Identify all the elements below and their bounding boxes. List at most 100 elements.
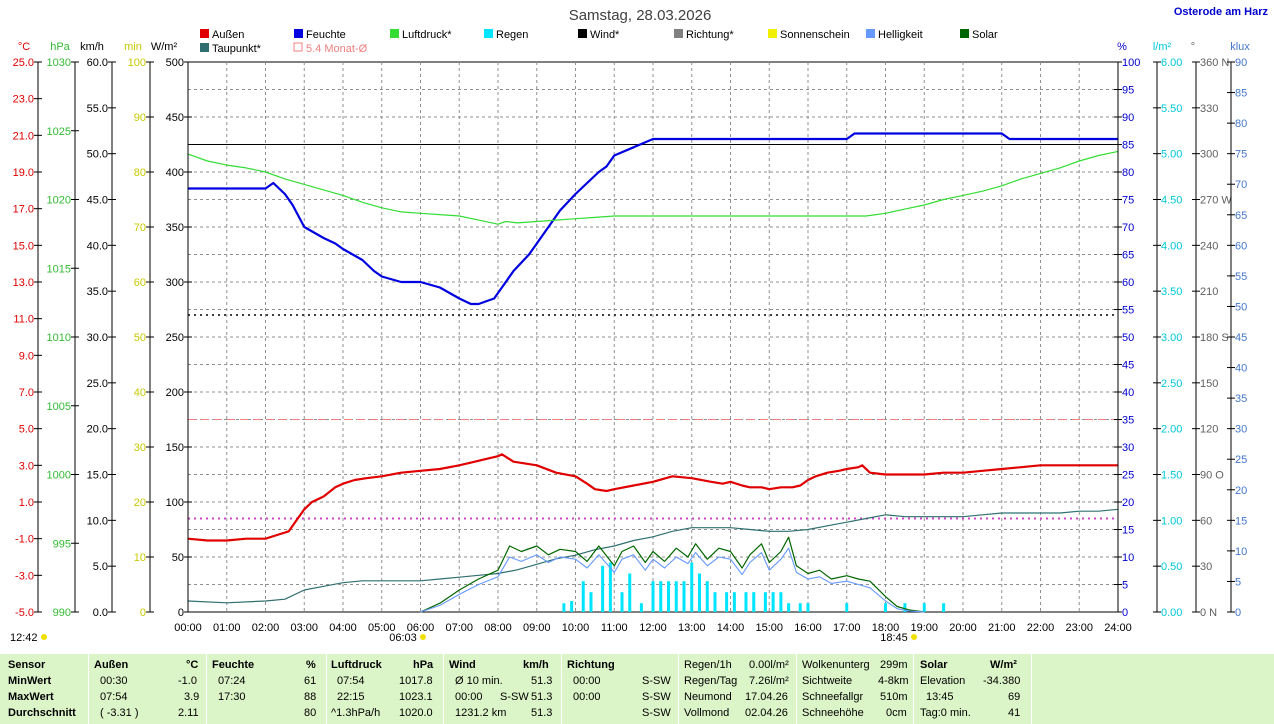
legend-swatch [674, 29, 683, 38]
row-header-max: MaxWert [8, 691, 54, 703]
rain-bar [732, 592, 736, 612]
rain-bar [845, 603, 849, 612]
axis-solar-label: 250 [166, 332, 184, 344]
legend-swatch [578, 29, 587, 38]
axis-hum-label: 45 [1122, 360, 1134, 372]
rain-bar [589, 592, 593, 612]
legend-label: Feuchte [306, 29, 346, 41]
axis-lux-label: 15 [1235, 515, 1247, 527]
location-label: Osterode am Harz [1174, 6, 1269, 18]
axis-temp-label: 1.0 [19, 497, 34, 509]
axis-temp-label: 15.0 [13, 240, 34, 252]
sunrise-label: 06:03 [389, 632, 417, 644]
unit-press: hPa [50, 41, 70, 53]
legend-label: Regen [496, 29, 528, 41]
rain-bars [562, 562, 946, 612]
axis-press-label: 1030 [47, 57, 71, 69]
axis-wind-label: 55.0 [87, 103, 108, 115]
axis-solar-label: 350 [166, 222, 184, 234]
axis-wind-label: 30.0 [87, 332, 108, 344]
axis-lux-label: 90 [1235, 57, 1247, 69]
x-tick-label: 02:00 [252, 622, 280, 634]
sichtweite-label: Sichtweite [802, 675, 853, 687]
legend-label: Taupunkt* [212, 43, 262, 55]
legend-swatch [200, 43, 209, 52]
daylength-label: 12:42 [10, 632, 38, 644]
axis-wind-label: 15.0 [87, 470, 108, 482]
axis-hum-label: 95 [1122, 85, 1134, 97]
row-header-avg: Durchschnitt [8, 707, 76, 719]
axis-lux-label: 80 [1235, 118, 1247, 130]
x-tick-label: 06:00 [407, 622, 435, 634]
rain-bar [763, 592, 767, 612]
axis-dir-label: 300 [1200, 149, 1218, 161]
wind-avg-value: 51.3 [531, 675, 553, 687]
legend-label: Wind* [590, 29, 620, 41]
axis-sun-label: 10 [134, 552, 146, 564]
rain-bar [752, 592, 756, 612]
axis-dir-label: 0 N [1200, 607, 1217, 619]
x-tick-label: 19:00 [910, 622, 938, 634]
x-tick-label: 18:00 [872, 622, 900, 634]
sunshine-duration: Tag:0 min. [920, 707, 971, 719]
x-tick-label: 24:00 [1104, 622, 1132, 634]
x-tick-label: 15:00 [755, 622, 783, 634]
feuchte-max-value: 88 [304, 691, 317, 703]
axis-solar-label: 0 [178, 607, 184, 619]
wind-avg-label: Ø 10 min. [455, 675, 503, 687]
rain-bar [620, 592, 624, 612]
axis-hum-label: 70 [1122, 222, 1134, 234]
luftdruck-unit: hPa [413, 659, 434, 671]
axis-temp-label: 7.0 [19, 387, 34, 399]
luftdruck-min-value: 1017.8 [399, 675, 433, 687]
x-tick-label: 17:00 [833, 622, 861, 634]
aussen-min-time: 00:30 [100, 675, 128, 687]
sunset-label: 18:45 [880, 632, 908, 644]
axis-hum-label: 100 [1122, 57, 1140, 69]
aussen-max-time: 07:54 [100, 691, 128, 703]
axis-hum-label: 60 [1122, 277, 1134, 289]
axis-hum-label: 50 [1122, 332, 1134, 344]
axis-hum-label: 75 [1122, 195, 1134, 207]
luftdruck-min-time: 07:54 [337, 675, 365, 687]
legend-swatch [866, 29, 875, 38]
statistics-panel: Sensor MinWert MaxWert Durchschnitt Auße… [0, 654, 1274, 724]
axis-lux-label: 75 [1235, 149, 1247, 161]
solar-header: Solar [920, 659, 948, 671]
axis-dir-label: 30 [1200, 561, 1212, 573]
solar-max-time: 13:45 [926, 691, 954, 703]
richtung-max-value: S-SW [642, 691, 671, 703]
schneehoehe-label: Schneehöhe [802, 707, 864, 719]
legend-label: Außen [212, 29, 244, 41]
axis-lux-label: 70 [1235, 179, 1247, 191]
rain-bar [651, 581, 655, 612]
unit-dir: ° [1191, 41, 1195, 53]
x-tick-label: 20:00 [949, 622, 977, 634]
feuchte-max-time: 17:30 [218, 691, 246, 703]
schneehoehe-value: 0cm [886, 707, 907, 719]
axis-lux-label: 55 [1235, 271, 1247, 283]
axis-hum-label: 55 [1122, 305, 1134, 317]
x-tick-label: 13:00 [678, 622, 706, 634]
axis-rain-label: 4.00 [1161, 240, 1182, 252]
row-header-min: MinWert [8, 675, 52, 687]
aussen-unit: °C [186, 659, 199, 671]
axis-rain-label: 4.50 [1161, 195, 1182, 207]
unit-solar: W/m² [151, 41, 178, 53]
rain-bar [798, 603, 802, 612]
axis-temp-label: 5.0 [19, 424, 34, 436]
axis-solar-label: 300 [166, 277, 184, 289]
axis-hum-label: 30 [1122, 442, 1134, 454]
unit-temp: °C [18, 41, 30, 53]
aussen-header: Außen [94, 659, 129, 671]
axis-temp-label: 21.0 [13, 130, 34, 142]
axis-dir-label: 180 S [1200, 332, 1229, 344]
axis-hum-label: 0 [1122, 607, 1128, 619]
axis-press-label: 1010 [47, 332, 71, 344]
axis-lux-label: 5 [1235, 576, 1241, 588]
axis-lux-label: 30 [1235, 424, 1247, 436]
legend-swatch [200, 29, 209, 38]
x-tick-label: 09:00 [523, 622, 551, 634]
x-tick-label: 03:00 [290, 622, 318, 634]
legend-label: Sonnenschein [780, 29, 850, 41]
